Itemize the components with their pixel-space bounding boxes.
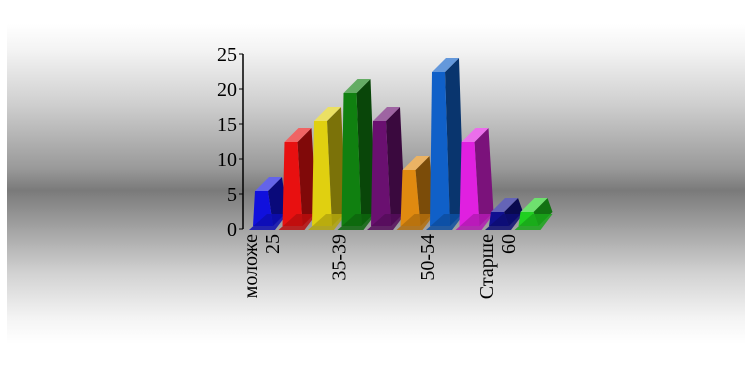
bar — [341, 93, 362, 226]
bar-base — [337, 214, 376, 230]
bar-top — [432, 58, 459, 72]
bar-side — [386, 107, 405, 226]
x-tick-label-line: 25 — [262, 234, 284, 254]
bar-base — [426, 214, 464, 230]
x-tick-label-line: 50-54 — [417, 234, 439, 281]
x-tick-label: моложе 25 — [240, 234, 284, 298]
x-tick-label: 35-39 — [329, 234, 351, 281]
bar-side — [268, 177, 287, 226]
bar — [312, 121, 332, 226]
bar-top — [255, 177, 282, 191]
y-tick-label: 15 — [217, 114, 237, 136]
bar-base — [455, 214, 494, 230]
bar-side — [474, 128, 494, 226]
x-tick-label-line: 60 — [498, 234, 520, 254]
bar-base — [485, 214, 523, 230]
bar-top — [373, 107, 400, 121]
bar-base — [367, 214, 405, 230]
x-tick-label: Старше 60 — [476, 234, 520, 299]
bar-base — [514, 214, 553, 230]
y-tick-label: 20 — [217, 79, 237, 101]
bar-side — [297, 128, 317, 226]
x-tick-label: 50-54 — [417, 234, 439, 281]
bar-base — [278, 214, 317, 230]
y-tick-label: 25 — [217, 44, 237, 66]
bar-base — [249, 214, 287, 230]
bar-side — [415, 156, 435, 226]
bar-base — [396, 214, 435, 230]
bar-top — [491, 198, 518, 212]
x-tick-label-line: Старше — [476, 234, 498, 299]
chart-area: 0 5 10 15 20 25 моложе 25 35-39 50-54 Старше 60 — [7, 24, 745, 344]
bar — [400, 170, 421, 226]
y-tick-label: 10 — [217, 149, 237, 171]
x-tick-label-line: 35-39 — [329, 234, 351, 281]
bar-side — [327, 107, 346, 226]
bar-side — [356, 79, 376, 226]
x-tick-label-line: моложе — [240, 234, 262, 298]
bar-top — [520, 198, 548, 212]
bar-top — [461, 128, 489, 142]
bar — [371, 121, 391, 226]
bar-top — [284, 128, 312, 142]
bar — [282, 142, 303, 226]
y-tick-label: 5 — [227, 184, 237, 206]
bar — [459, 142, 480, 226]
bar-top — [343, 79, 371, 93]
bar-top — [402, 156, 430, 170]
bar — [430, 72, 450, 226]
bar-base — [308, 214, 346, 230]
y-tick-label: 0 — [227, 219, 237, 241]
bar-side — [445, 58, 464, 226]
bar-top — [314, 107, 341, 121]
